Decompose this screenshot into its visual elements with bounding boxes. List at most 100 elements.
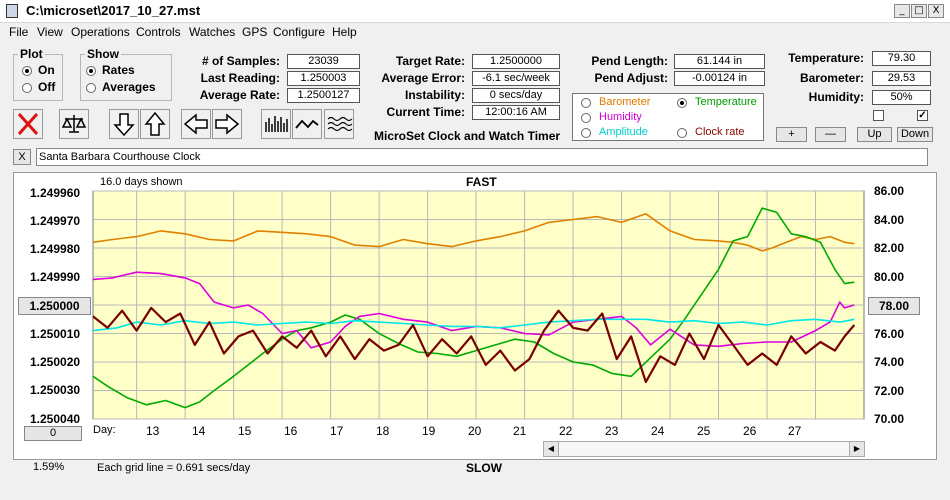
arrow-right-button[interactable] xyxy=(212,109,242,139)
series-line xyxy=(92,207,855,409)
day-label: 18 xyxy=(376,424,390,438)
arrow-right-icon xyxy=(215,113,240,135)
plot-off-radio[interactable] xyxy=(22,83,32,93)
instability-label: Instability: xyxy=(404,88,465,102)
scroll-left-button[interactable]: ◀ xyxy=(544,442,559,456)
target-rate-label: Target Rate: xyxy=(395,54,465,68)
clear-icon xyxy=(17,112,39,136)
grid-scale-note: Each grid line = 0.691 secs/day xyxy=(97,462,251,474)
humidity-radio[interactable] xyxy=(581,113,591,123)
menu-view[interactable]: View xyxy=(37,25,63,39)
right-tick: 72.00 xyxy=(874,384,905,398)
barometer-value: 29.53 xyxy=(872,71,931,86)
close-button[interactable]: X xyxy=(928,4,944,18)
up-button[interactable]: Up xyxy=(857,127,892,142)
menu-help[interactable]: Help xyxy=(332,25,357,39)
bar-graph-button[interactable] xyxy=(261,109,291,139)
left-center-button[interactable]: 1.250000 xyxy=(18,297,91,315)
left-offset-button[interactable]: 0 xyxy=(24,426,82,441)
right-tick: 74.00 xyxy=(874,355,905,369)
scroll-right-button[interactable]: ▶ xyxy=(849,442,864,456)
wave-graph-button[interactable] xyxy=(324,109,354,139)
amplitude-option-label: Amplitude xyxy=(599,126,648,138)
menu-gps[interactable]: GPS xyxy=(242,25,268,39)
pend-length-value[interactable]: 61.144 in xyxy=(674,54,765,69)
menu-file[interactable]: File xyxy=(9,25,29,39)
down-button[interactable]: Down xyxy=(897,127,933,142)
day-label: 19 xyxy=(422,424,436,438)
clear-button[interactable] xyxy=(13,109,43,139)
menu-operations[interactable]: Operations xyxy=(71,25,130,39)
menu-controls[interactable]: Controls xyxy=(136,25,181,39)
slow-label: SLOW xyxy=(466,461,502,475)
plot-group-label: Plot xyxy=(20,47,43,61)
day-label: 21 xyxy=(513,424,527,438)
amplitude-radio[interactable] xyxy=(581,128,591,138)
show-group-label: Show xyxy=(87,47,119,61)
clock-description-field[interactable]: Santa Barbara Courthouse Clock xyxy=(36,148,928,166)
app-icon[interactable] xyxy=(6,4,18,18)
window-title: C:\microset\2017_10_27.mst xyxy=(26,3,201,18)
option-checkbox-1[interactable] xyxy=(873,110,884,121)
arrow-left-button[interactable] xyxy=(181,109,211,139)
temperature-value: 79.30 xyxy=(872,51,931,66)
series-line xyxy=(92,271,855,349)
show-averages-radio[interactable] xyxy=(86,83,96,93)
minus-button[interactable]: — xyxy=(815,127,846,142)
day-axis-prefix: Day: xyxy=(93,424,116,436)
line-graph-button[interactable] xyxy=(292,109,322,139)
temperature-radio[interactable] xyxy=(677,98,687,108)
day-label: 27 xyxy=(788,424,802,438)
show-group: Show xyxy=(80,47,172,101)
menu-bar: File View Operations Controls Watches GP… xyxy=(0,23,950,41)
temperature-option-label: Temperature xyxy=(695,96,757,108)
days-shown-label: 16.0 days shown xyxy=(100,176,183,188)
target-rate-value[interactable]: 1.2500000 xyxy=(472,54,560,69)
show-rates-radio[interactable] xyxy=(86,66,96,76)
right-tick: 76.00 xyxy=(874,327,905,341)
samples-value: 23039 xyxy=(287,54,360,69)
menu-watches[interactable]: Watches xyxy=(189,25,236,39)
clock-rate-option-label: Clock rate xyxy=(695,126,745,138)
left-tick: 1.250040 xyxy=(30,412,81,426)
maximize-button[interactable]: □ xyxy=(911,4,927,18)
current-time-label: Current Time: xyxy=(386,105,465,119)
arrow-down-icon xyxy=(113,113,135,137)
plot-on-radio[interactable] xyxy=(22,66,32,76)
day-label: 25 xyxy=(697,424,711,438)
day-label: 20 xyxy=(468,424,482,438)
chart-scrollbar[interactable]: ◀ ▶ xyxy=(543,441,865,457)
right-center-button[interactable]: 78.00 xyxy=(868,297,920,315)
left-tick: 1.250020 xyxy=(30,355,81,369)
balance-icon xyxy=(61,115,87,133)
right-tick: 82.00 xyxy=(874,241,905,255)
right-tick: 70.00 xyxy=(874,412,905,426)
humidity-value: 50% xyxy=(872,90,931,105)
series-line xyxy=(92,213,855,252)
samples-label: # of Samples: xyxy=(201,54,280,68)
title-bar: C:\microset\2017_10_27.mst _ □ X xyxy=(0,0,950,23)
left-tick: 1.249990 xyxy=(30,270,81,284)
series-line xyxy=(92,306,856,384)
plot-on-label: On xyxy=(38,63,55,77)
description-close-button[interactable]: X xyxy=(13,149,31,165)
pend-adjust-label: Pend Adjust: xyxy=(594,71,668,85)
right-tick: 86.00 xyxy=(874,184,905,198)
arrow-down-button[interactable] xyxy=(109,109,139,139)
product-name: MicroSet Clock and Watch Timer xyxy=(374,129,561,143)
arrow-up-button[interactable] xyxy=(140,109,170,139)
average-error-label: Average Error: xyxy=(381,71,465,85)
pend-length-label: Pend Length: xyxy=(591,54,668,68)
barometer-radio[interactable] xyxy=(581,98,591,108)
minimize-button[interactable]: _ xyxy=(894,4,910,18)
plus-button[interactable]: + xyxy=(776,127,807,142)
clock-rate-radio[interactable] xyxy=(677,128,687,138)
left-tick: 1.250030 xyxy=(30,383,81,397)
day-label: 26 xyxy=(743,424,757,438)
menu-configure[interactable]: Configure xyxy=(273,25,326,39)
day-label: 16 xyxy=(284,424,298,438)
option-checkbox-2[interactable]: ✓ xyxy=(917,110,928,121)
balance-button[interactable] xyxy=(59,109,89,139)
left-tick: 1.250010 xyxy=(30,327,81,341)
plot-off-label: Off xyxy=(38,80,56,94)
